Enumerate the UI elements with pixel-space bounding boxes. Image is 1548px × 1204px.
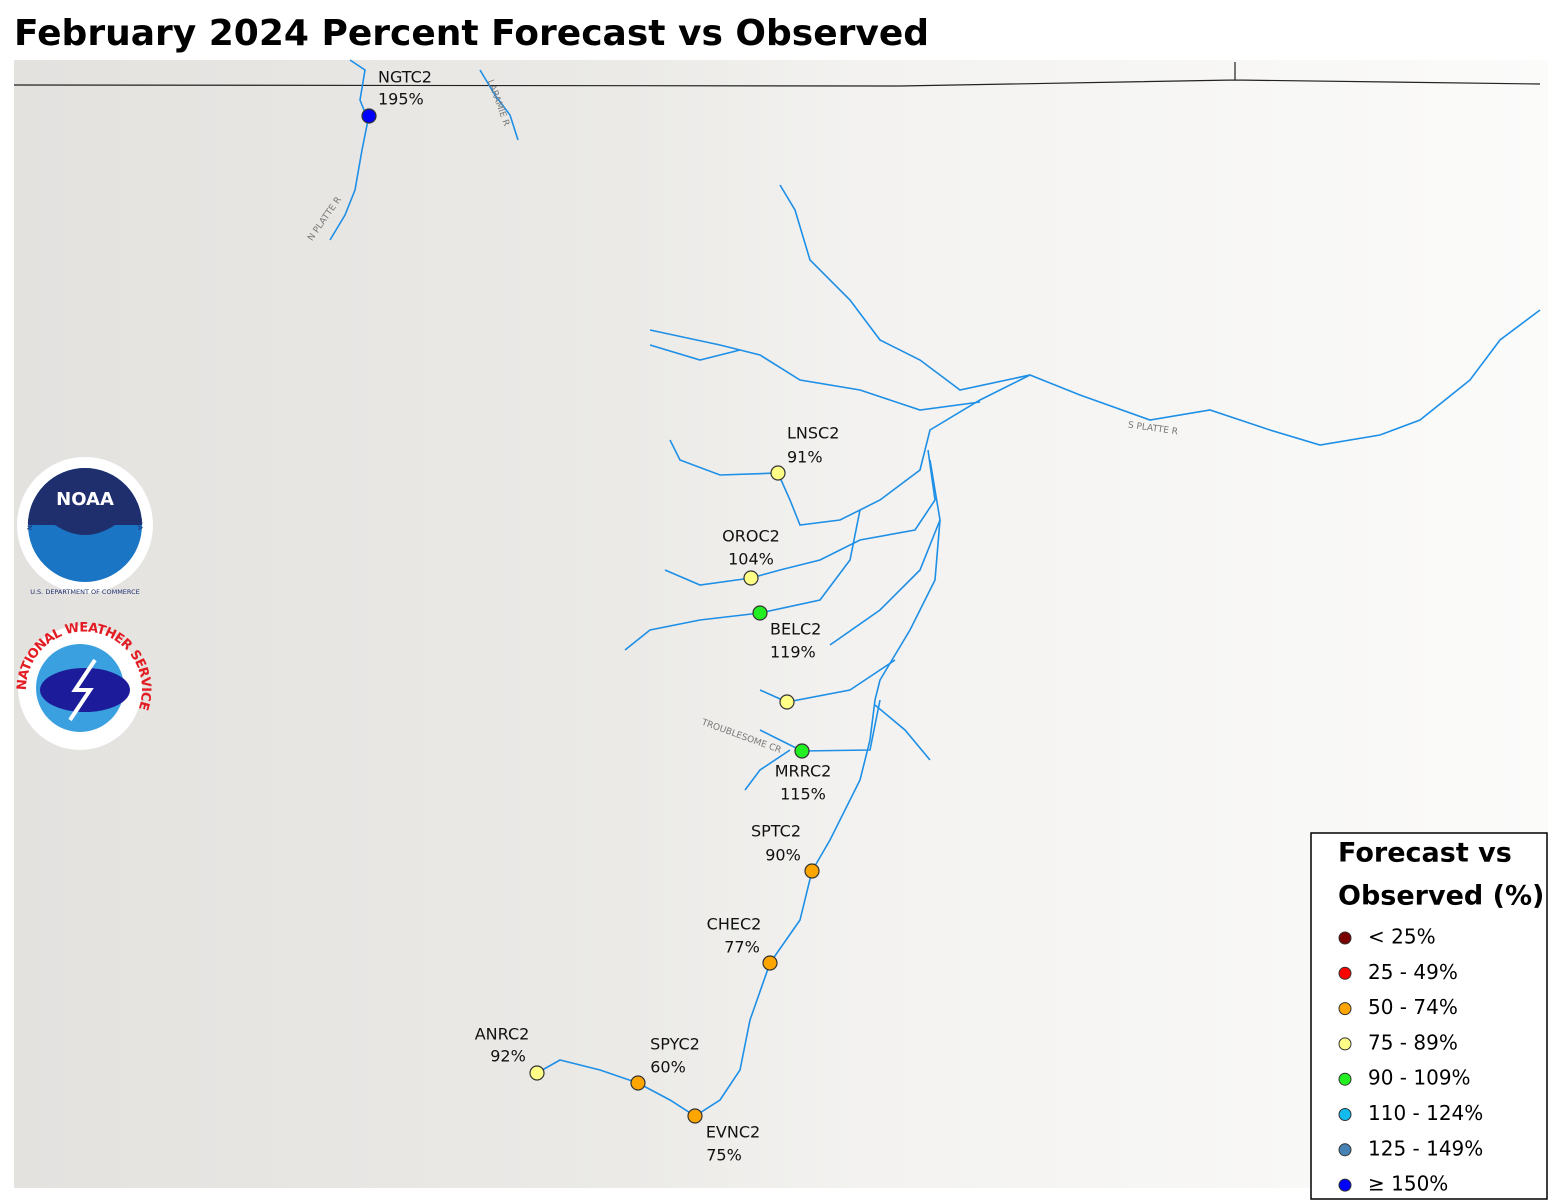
legend-title: Observed (%) — [1338, 881, 1544, 912]
station-marker — [779, 694, 795, 710]
river — [829, 519, 941, 646]
legend-swatch — [1338, 931, 1352, 945]
legend-swatch — [1338, 1178, 1352, 1192]
river — [744, 749, 791, 791]
legend-label: 90 - 109% — [1368, 1066, 1471, 1090]
river — [874, 704, 931, 761]
station-marker — [361, 108, 377, 124]
station-id: ANRC2 — [475, 1025, 530, 1044]
logo-bolt — [68, 658, 97, 722]
station-marker — [687, 1108, 703, 1124]
station-marker — [752, 605, 768, 621]
logo-text: NOAA — [56, 489, 114, 510]
legend-swatch — [1338, 1037, 1352, 1051]
legend-swatch — [1338, 1143, 1352, 1157]
station-marker — [762, 955, 778, 971]
legend-label: 110 - 124% — [1368, 1101, 1483, 1125]
river — [759, 659, 896, 703]
station-marker — [529, 1065, 545, 1081]
station-marker — [770, 465, 786, 481]
station-percent: 77% — [724, 938, 760, 957]
river — [779, 184, 1541, 446]
logo-ring-text: U.S. DEPARTMENT OF COMMERCE — [30, 588, 140, 596]
legend-label: 75 - 89% — [1368, 1030, 1458, 1054]
river — [329, 59, 369, 241]
river — [536, 459, 941, 1117]
page-title: February 2024 Percent Forecast vs Observ… — [14, 13, 929, 54]
legend-label: ≥ 150% — [1368, 1172, 1448, 1196]
river — [664, 449, 936, 586]
legend-title: Forecast vs — [1338, 838, 1512, 869]
legend: Forecast vs Observed (%) < 25% 25 - 49% 50… — [1310, 832, 1548, 1200]
station-percent: 119% — [770, 643, 816, 662]
logo-top — [28, 468, 142, 535]
station-percent: 92% — [490, 1047, 526, 1066]
station-marker — [630, 1075, 646, 1091]
station-percent: 75% — [706, 1146, 742, 1165]
station-id: OROC2 — [722, 527, 780, 546]
station-id: CHEC2 — [707, 915, 762, 934]
legend-swatch — [1338, 1072, 1352, 1086]
station-id: EVNC2 — [706, 1123, 760, 1142]
legend-box — [1310, 832, 1548, 1200]
station-percent: 104% — [728, 550, 774, 569]
station-id: SPYC2 — [650, 1035, 700, 1054]
legend-label: < 25% — [1368, 925, 1436, 949]
station-percent: 115% — [780, 785, 826, 804]
station-id: LNSC2 — [787, 424, 839, 443]
river — [479, 69, 519, 141]
river — [669, 374, 1031, 526]
station-marker — [794, 743, 810, 759]
station-percent: 91% — [787, 448, 823, 467]
station-marker — [743, 570, 759, 586]
state-boundary — [13, 62, 1541, 87]
station-id: NGTC2 — [378, 68, 432, 87]
river — [649, 329, 981, 411]
legend-label: 50 - 74% — [1368, 995, 1458, 1019]
station-id: MRRC2 — [775, 762, 832, 781]
legend-label: 25 - 49% — [1368, 960, 1458, 984]
map-background — [14, 60, 1548, 1188]
station-id: SPTC2 — [751, 822, 801, 841]
river — [649, 344, 741, 361]
legend-swatch — [1338, 1002, 1352, 1016]
station-id: BELC2 — [770, 620, 821, 639]
station-percent: 90% — [765, 846, 801, 865]
stations: NGTC2 195% LNSC2 91% OROC2 104% BELC2 119% MRRC2… — [361, 68, 839, 1165]
legend-swatch — [1338, 966, 1352, 980]
legend-label: 125 - 149% — [1368, 1136, 1483, 1160]
station-percent: 60% — [650, 1058, 686, 1077]
legend-swatch — [1338, 1108, 1352, 1121]
station-marker — [804, 863, 820, 879]
station-percent: 195% — [378, 90, 424, 109]
